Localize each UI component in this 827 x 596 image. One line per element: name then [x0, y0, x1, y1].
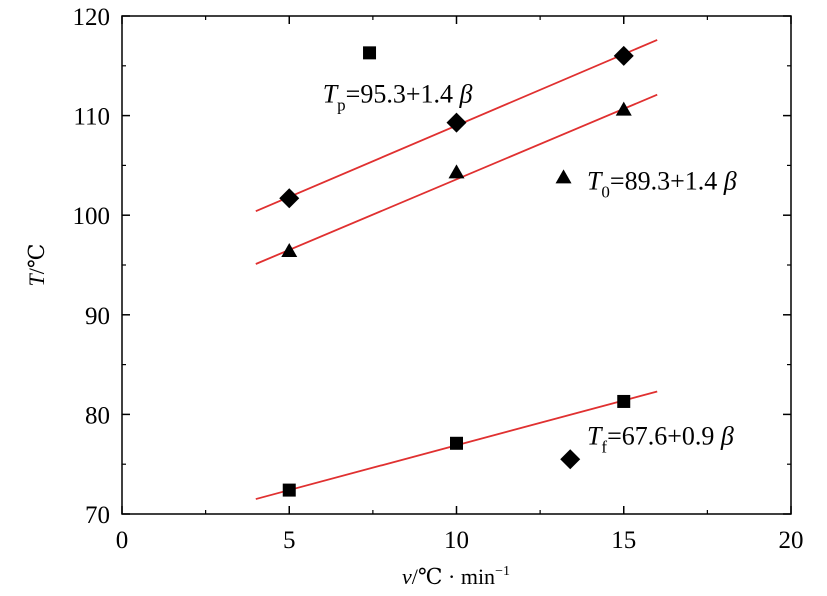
y-axis-var: T [24, 272, 49, 286]
equation-label-tp: Tp=95.3+1.4 β [323, 80, 473, 115]
y-axis-unit: /℃ [24, 244, 49, 275]
x-tick-label: 5 [283, 527, 296, 554]
legend-marker-t0 [555, 169, 572, 184]
legend-marker-tf [560, 449, 581, 470]
x-tick-label: 20 [779, 527, 804, 554]
data-points [279, 45, 634, 497]
x-axis-exp: −1 [495, 564, 510, 579]
data-point-t0 [281, 243, 298, 258]
equation-symbol: T [587, 421, 603, 450]
equation-subscript: 0 [601, 182, 610, 201]
equation-symbol: T [587, 166, 603, 195]
y-axis-label: T/℃ [24, 244, 49, 287]
data-point-tp [613, 45, 634, 66]
data-point-tf [282, 483, 296, 497]
equation-text: =95.3+1.4 [346, 80, 460, 109]
equation-text: =89.3+1.4 [610, 166, 724, 195]
data-point-t0 [615, 101, 632, 116]
legend-annotations: Tp=95.3+1.4 βT0=89.3+1.4 βTf=67.6+0.9 β [323, 46, 737, 470]
equation-label-t0: T0=89.3+1.4 β [587, 166, 737, 201]
equation-beta: β [723, 166, 737, 195]
data-point-tp [279, 188, 300, 209]
legend-marker-tp [363, 46, 377, 60]
equation-subscript: f [601, 437, 607, 456]
y-tick-label: 100 [73, 203, 111, 230]
equation-beta: β [720, 421, 734, 450]
x-tick-label: 10 [444, 527, 469, 554]
data-point-tp [446, 112, 467, 133]
y-tick-label: 90 [85, 303, 110, 330]
axis-ticks: 0 5 10 15 20 70 80 90 100 110 120 [73, 4, 804, 554]
data-point-t0 [448, 164, 465, 179]
data-point-tf [617, 394, 631, 408]
equation-label-tf: Tf=67.6+0.9 β [587, 421, 734, 456]
y-tick-label: 110 [73, 104, 110, 131]
equation-symbol: T [323, 80, 339, 109]
y-tick-label: 120 [73, 4, 111, 31]
equation-subscript: p [337, 96, 346, 115]
x-tick-label: 0 [116, 527, 129, 554]
x-axis-label: v/℃ · min−1 [402, 564, 510, 589]
equation-text: =67.6+0.9 [607, 421, 721, 450]
data-point-tf [450, 436, 463, 450]
equation-beta: β [458, 80, 472, 109]
y-tick-label: 80 [85, 402, 110, 429]
x-axis-unit: /℃ · min [412, 564, 495, 589]
x-axis-var: v [402, 564, 412, 589]
y-tick-label: 70 [85, 502, 110, 529]
x-tick-label: 15 [611, 527, 636, 554]
fit-line-t0 [255, 93, 658, 265]
